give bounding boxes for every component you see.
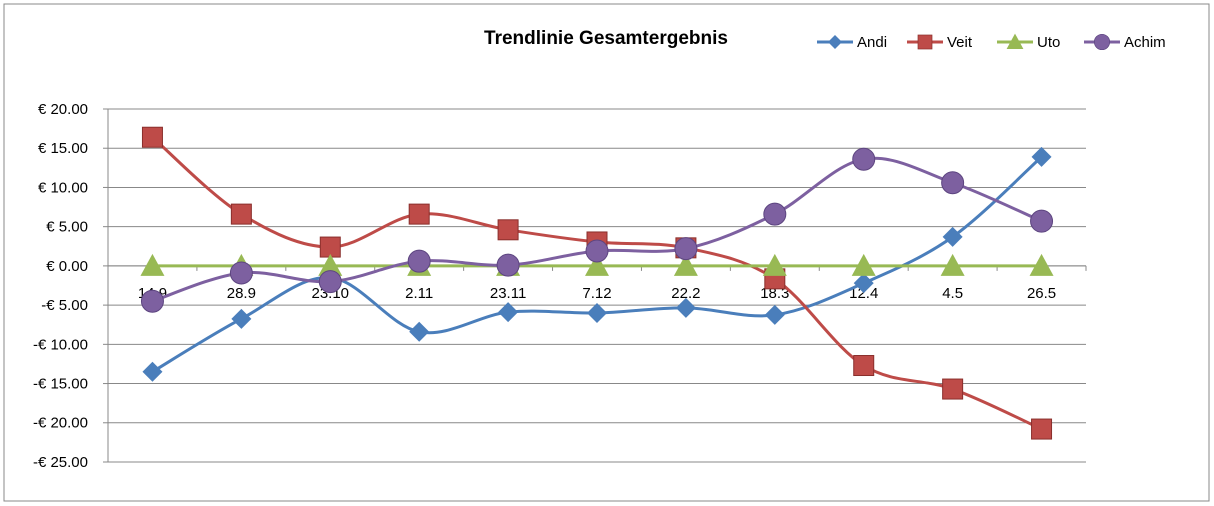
y-tick-label: -€ 15.00 [33,376,88,393]
data-point [587,302,607,323]
data-point [1030,209,1054,233]
data-point [940,253,965,276]
x-tick-label: 28.9 [227,285,256,302]
data-point [851,253,876,276]
data-point [230,203,252,225]
y-tick-label: -€ 5.00 [41,297,88,314]
y-tick-label: -€ 20.00 [33,415,88,432]
data-point [762,253,787,276]
data-point [231,308,252,329]
legend-label: Andi [857,34,887,51]
data-point [318,253,343,276]
data-point [675,297,696,318]
x-tick-label: 26.5 [1027,285,1056,302]
data-point [764,304,785,325]
data-point [142,361,163,382]
data-point [1031,418,1053,440]
data-point [673,253,698,276]
data-point [140,253,165,276]
y-tick-label: € 10.00 [38,179,88,196]
x-tick-label: 22.2 [671,285,700,302]
data-point [497,219,519,241]
chart-title: Trendlinie Gesamtergebnis [484,28,728,49]
x-tick-label: 12.4 [849,285,878,302]
y-tick-label: € 5.00 [46,219,88,236]
data-point [942,226,963,247]
legend-label: Veit [947,34,973,51]
data-point [409,321,430,342]
y-tick-label: € 20.00 [38,101,88,118]
y-tick-label: € 15.00 [38,140,88,157]
legend-label: Achim [1124,34,1166,51]
data-point [674,237,698,261]
x-tick-label: 4.5 [942,285,963,302]
data-point [763,202,787,226]
data-point [140,289,164,313]
data-point [141,126,163,148]
y-tick-label: € 0.00 [46,258,88,275]
y-tick-label: -€ 25.00 [33,454,88,471]
data-point [1031,146,1052,167]
legend-marker [917,34,933,50]
legend-marker [1093,33,1111,51]
data-point [853,273,874,294]
legend-marker [828,35,842,49]
data-point [853,355,875,377]
legend-label: Uto [1037,34,1060,51]
data-point [941,171,965,195]
data-point [585,239,609,263]
data-point [852,147,876,171]
data-point [229,261,253,285]
x-tick-label: 23.11 [490,285,526,302]
data-point [408,203,430,225]
data-point [318,270,342,294]
data-point [942,378,964,400]
data-point [407,249,431,273]
y-tick-label: -€ 10.00 [33,336,88,353]
x-tick-label: 7.12 [582,285,611,302]
x-tick-label: 2.11 [405,285,433,302]
legend-marker [1006,33,1024,49]
data-point [498,302,519,323]
data-point [1029,253,1054,276]
data-point [496,253,520,277]
data-point [585,253,609,276]
x-tick-label: 23.10 [311,285,349,302]
